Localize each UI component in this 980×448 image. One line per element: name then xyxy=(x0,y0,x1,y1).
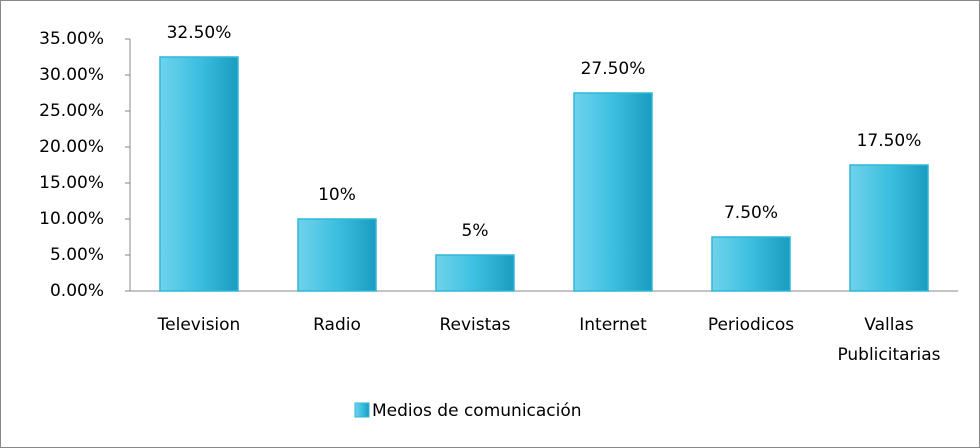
bar xyxy=(849,164,929,292)
x-tick-label: Television xyxy=(157,315,241,335)
data-label: 27.50% xyxy=(581,59,646,79)
y-tick-label: 15.00% xyxy=(39,173,104,193)
x-tick-label: Internet xyxy=(579,315,647,335)
y-tick-label: 0.00% xyxy=(50,281,104,301)
y-tick-label: 5.00% xyxy=(50,245,104,265)
data-label: 32.50% xyxy=(167,23,232,43)
x-tick-label: Vallas Publicitarias xyxy=(837,315,940,365)
bar xyxy=(297,218,377,292)
y-tick-label: 20.00% xyxy=(39,137,104,157)
legend-swatch xyxy=(354,402,370,418)
bar xyxy=(435,254,515,292)
bar xyxy=(573,92,653,292)
legend-label: Medios de comunicación xyxy=(372,401,582,421)
y-tick-label: 30.00% xyxy=(39,65,104,85)
data-label: 10% xyxy=(318,185,356,205)
y-tick-label: 10.00% xyxy=(39,209,104,229)
y-tick-label: 35.00% xyxy=(39,29,104,49)
x-tick-label: Radio xyxy=(313,315,361,335)
data-label: 17.50% xyxy=(857,131,922,151)
y-tick-label: 25.00% xyxy=(39,101,104,121)
x-tick-label: Periodicos xyxy=(708,315,794,335)
bar xyxy=(159,56,239,292)
data-label: 5% xyxy=(462,221,489,241)
x-tick-label: Revistas xyxy=(439,315,510,335)
data-label: 7.50% xyxy=(724,203,778,223)
bar xyxy=(711,236,791,292)
